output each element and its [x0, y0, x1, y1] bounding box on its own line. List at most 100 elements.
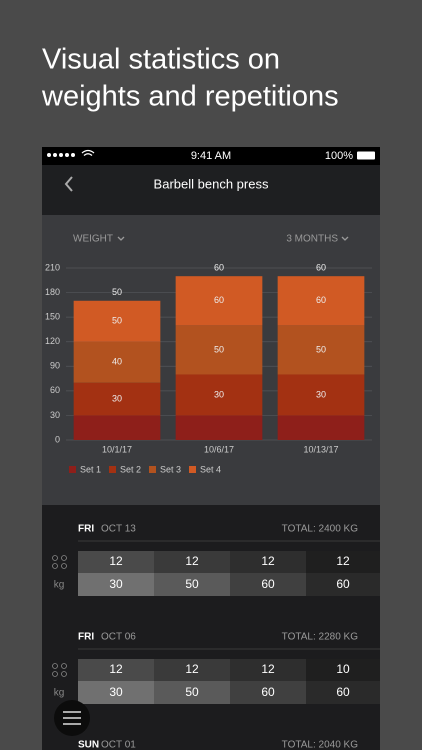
workout-total: TOTAL: 2040 KG: [282, 740, 359, 750]
battery-icon: [357, 151, 375, 160]
x-tick-label: 10/6/17: [204, 444, 234, 454]
y-tick-label: 0: [55, 434, 60, 444]
workout-date: OCT 01: [101, 740, 136, 750]
legend-label: Set 3: [160, 464, 181, 474]
workout-day: FRI: [78, 632, 94, 643]
bar-segment: [73, 415, 161, 440]
bar-segment: [73, 300, 161, 342]
x-tick-label: 10/13/17: [303, 444, 338, 454]
workout-list: FRI OCT 13 TOTAL: 2400 KG kg 12 12 12 12 30 50 60 6…: [52, 524, 380, 750]
reps-value: 10: [336, 662, 350, 676]
weight-cell: [306, 573, 380, 596]
metric-dropdown[interactable]: WEIGHT: [73, 234, 113, 245]
weight-value: 50: [185, 685, 199, 699]
reps-icon: [61, 555, 67, 561]
reps-cell: [78, 551, 154, 573]
legend-swatch: [189, 466, 196, 473]
workout-date: OCT 13: [101, 524, 136, 535]
weight-value: 60: [336, 577, 350, 591]
dropdown-chevron: [117, 236, 125, 241]
reps-cell: [306, 551, 380, 573]
legend-swatch: [109, 466, 116, 473]
bar-segment: [175, 415, 263, 440]
reps-value: 12: [109, 554, 123, 568]
chart: 0 30 60 90 120 150 180 210 10/1/17 30 40 50 50 10/6/1…: [45, 262, 372, 474]
value-label: 50: [112, 316, 122, 326]
reps-cell: [230, 551, 306, 573]
bar-segment: [175, 374, 263, 416]
value-label: 40: [112, 357, 122, 367]
value-label: 30: [316, 389, 326, 399]
back-button[interactable]: [64, 176, 73, 192]
bar-segment: [277, 325, 365, 375]
reps-icon: [61, 663, 67, 669]
legend-label: Set 4: [200, 464, 221, 474]
weight-cell: [78, 573, 154, 596]
battery-level: 100%: [325, 150, 353, 162]
menu-icon: [63, 711, 81, 725]
bar-segment: [277, 374, 365, 416]
value-label: 60: [214, 263, 224, 273]
legend-label: Set 2: [120, 464, 141, 474]
dropdown-chevron: [341, 236, 349, 241]
unit-label: kg: [54, 688, 65, 699]
value-label: 30: [214, 389, 224, 399]
y-tick-label: 60: [50, 385, 60, 395]
y-tick-label: 30: [50, 410, 60, 420]
promo-title: Visual statistics on: [42, 44, 280, 76]
value-label: 30: [112, 393, 122, 403]
bar-segment: [277, 415, 365, 440]
weight-value: 60: [261, 577, 275, 591]
promo-title: weights and repetitions: [41, 81, 339, 113]
value-label: 50: [214, 344, 224, 354]
weight-cell: [154, 681, 230, 704]
value-label: 60: [214, 295, 224, 305]
bar-segment: [175, 276, 263, 326]
y-tick-label: 180: [45, 287, 60, 297]
bar-segment: [73, 382, 161, 416]
reps-value: 12: [261, 554, 275, 568]
workout-total: TOTAL: 2400 KG: [282, 524, 359, 535]
value-label: 60: [316, 263, 326, 273]
legend-label: Set 1: [80, 464, 101, 474]
workout-day: SUN: [78, 740, 99, 750]
y-tick-label: 150: [45, 312, 60, 322]
reps-cell: [230, 659, 306, 681]
value-label: 50: [112, 287, 122, 297]
reps-icon: [52, 563, 58, 569]
value-label: 50: [316, 344, 326, 354]
status-bar: [42, 147, 380, 165]
reps-icon: [61, 563, 67, 569]
reps-value: 12: [185, 662, 199, 676]
weight-cell: [154, 573, 230, 596]
reps-cell: [154, 551, 230, 573]
weight-value: 30: [109, 577, 123, 591]
reps-icon: [52, 555, 58, 561]
bar-segment: [73, 341, 161, 383]
value-label: 60: [316, 295, 326, 305]
workout-total: TOTAL: 2280 KG: [282, 632, 359, 643]
range-dropdown[interactable]: 3 MONTHS: [286, 234, 338, 245]
weight-cell: [78, 681, 154, 704]
reps-icon: [52, 671, 58, 677]
reps-icon: [52, 663, 58, 669]
workout-day: FRI: [78, 524, 94, 535]
reps-value: 12: [336, 554, 350, 568]
weight-value: 50: [185, 577, 199, 591]
signal-icon: [47, 153, 75, 157]
legend-swatch: [149, 466, 156, 473]
y-tick-label: 120: [45, 336, 60, 346]
weight-cell: [306, 681, 380, 704]
unit-label: kg: [54, 580, 65, 591]
weight-value: 30: [109, 685, 123, 699]
reps-value: 12: [185, 554, 199, 568]
wifi-icon: [81, 149, 95, 157]
reps-icon: [61, 671, 67, 677]
bar-segment: [175, 325, 263, 375]
workout-date: OCT 06: [101, 632, 136, 643]
bar-segment: [277, 276, 365, 326]
nav-bar: [42, 165, 380, 215]
y-tick-label: 210: [45, 262, 60, 272]
x-tick-label: 10/1/17: [102, 444, 132, 454]
